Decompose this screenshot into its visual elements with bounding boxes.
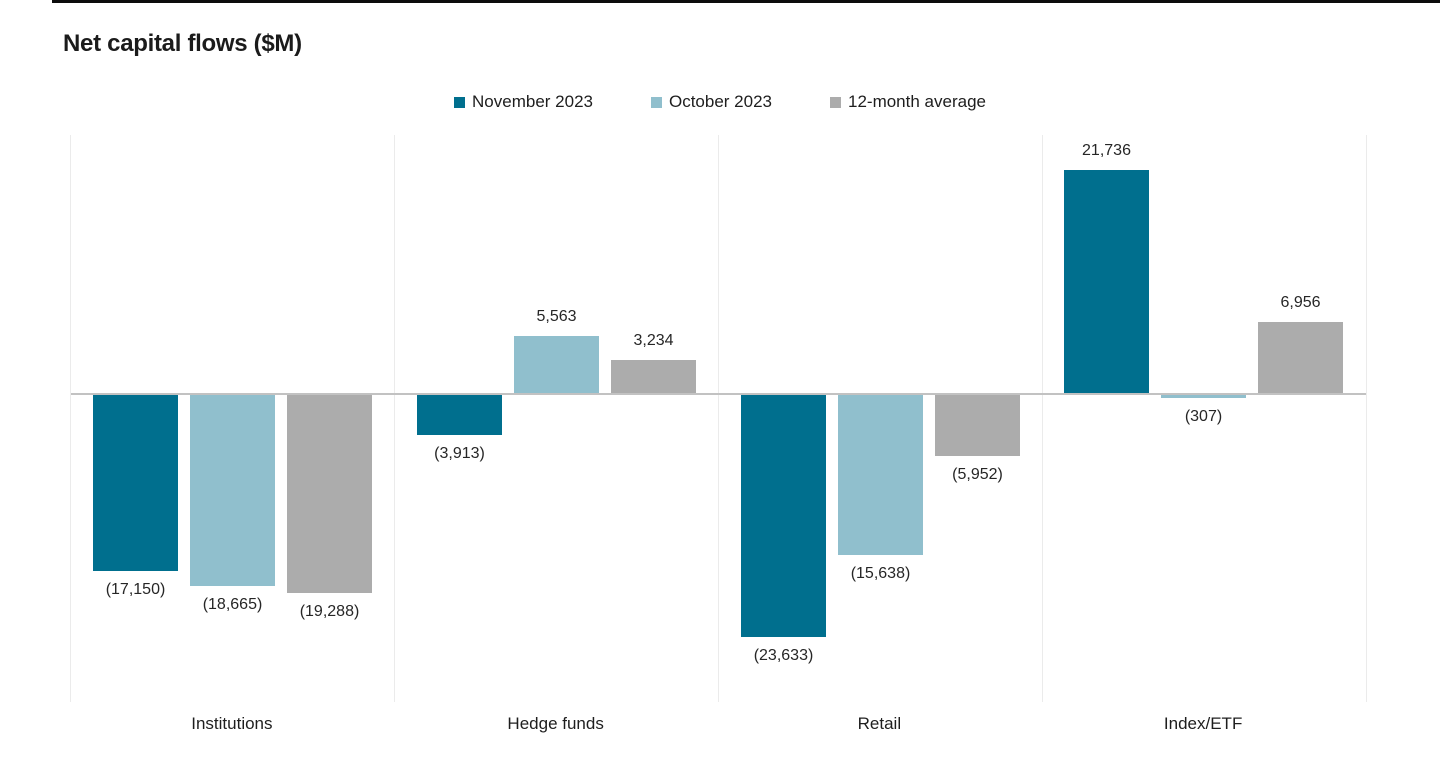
category-gridlines (71, 135, 1366, 702)
category-label-hedge-funds: Hedge funds (507, 714, 604, 733)
bar-value-label: 21,736 (1082, 142, 1131, 159)
bar-value-label: (15,638) (850, 565, 911, 582)
bar-value-label: 6,956 (1280, 294, 1321, 311)
bar-november-2023-retail (741, 395, 826, 637)
screenshot-top-edge (52, 0, 1440, 3)
legend-label: October 2023 (668, 92, 772, 111)
bar-october-2023-hedge-funds (514, 336, 599, 393)
zero-axis-line (71, 393, 1366, 395)
bar-value-label: 3,234 (633, 332, 674, 349)
legend-label: 12-month average (848, 92, 986, 111)
legend-item-october-2023: October 2023 (650, 92, 772, 112)
bar-value-label: (19,288) (299, 603, 360, 620)
bar-value-label: (18,665) (202, 596, 263, 613)
bar-october-2023-index-etf (1161, 395, 1246, 398)
category-section-index-etf (1042, 135, 1366, 702)
chart-legend: November 2023 October 2023 12-month averag… (0, 92, 1440, 112)
bar-value-label: (5,952) (952, 466, 1003, 483)
bar-october-2023-retail (838, 395, 923, 555)
legend-item-november-2023: November 2023 (454, 92, 593, 112)
bar-12-month-average-hedge-funds (611, 360, 696, 393)
bar-12-month-average-institutions (287, 395, 372, 593)
plot-area: (17,150) (18,665) (19,288) (3,913) 5,563 3,23… (70, 135, 1367, 702)
legend-swatch-icon (454, 96, 466, 108)
bar-value-label: 5,563 (536, 308, 577, 325)
legend-label: November 2023 (472, 92, 593, 111)
category-section-retail (718, 135, 1042, 702)
category-label-institutions: Institutions (191, 714, 273, 733)
category-label-retail: Retail (857, 714, 902, 733)
bar-value-label: (307) (1184, 408, 1223, 425)
legend-swatch-icon (650, 96, 662, 108)
x-axis-labels: Institutions Hedge funds Retail Index/ETF (70, 714, 1365, 734)
bar-november-2023-institutions (93, 395, 178, 571)
bar-12-month-average-index-etf (1258, 322, 1343, 393)
category-section-hedge-funds (394, 135, 718, 702)
bar-november-2023-hedge-funds (417, 395, 502, 435)
legend-swatch-icon (830, 96, 841, 108)
category-label-index-etf: Index/ETF (1163, 714, 1243, 733)
legend-item-12-month-average: 12-month average (830, 92, 986, 112)
chart-title: Net capital flows ($M) (63, 30, 302, 57)
bar-12-month-average-retail (935, 395, 1020, 456)
bar-november-2023-index-etf (1064, 170, 1149, 393)
bar-value-label: (23,633) (753, 647, 814, 664)
bar-october-2023-institutions (190, 395, 275, 586)
bar-value-label: (17,150) (105, 581, 166, 598)
bar-value-label: (3,913) (434, 445, 485, 462)
